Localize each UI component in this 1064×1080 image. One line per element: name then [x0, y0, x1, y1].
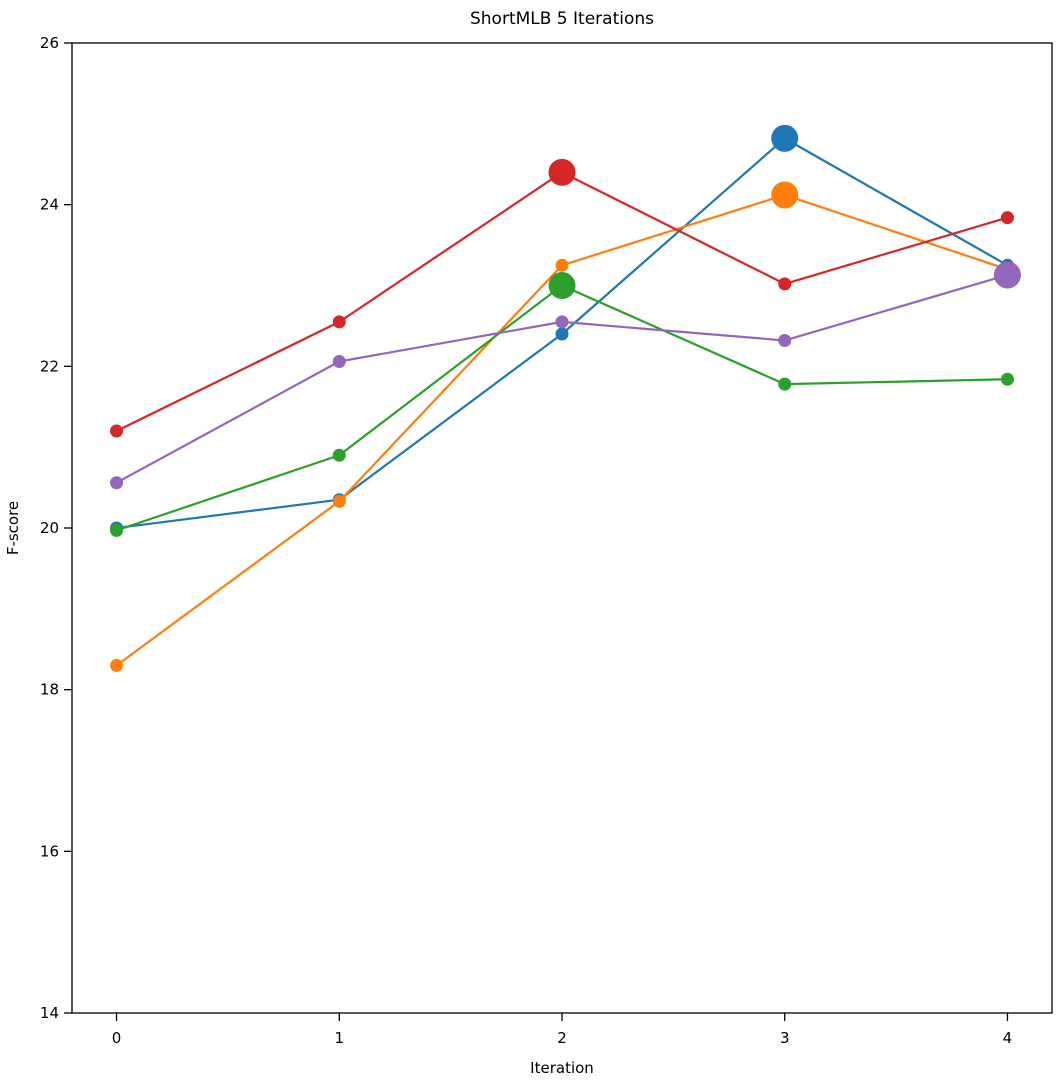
series-purple-marker	[332, 354, 346, 368]
series-red-line	[116, 171, 1008, 432]
series-purple-marker	[778, 333, 792, 347]
axes-frame	[71, 42, 1053, 1014]
series-green-marker	[1000, 372, 1014, 386]
series-orange-marker	[555, 258, 569, 272]
y-tick-label: 22	[40, 357, 59, 375]
x-tick-label: 4	[1003, 1029, 1013, 1047]
series-red-marker	[778, 277, 792, 291]
series-green-marker	[110, 523, 124, 537]
x-tick-label: 3	[780, 1029, 790, 1047]
series-blue-marker	[555, 327, 569, 341]
series-orange-marker	[110, 658, 124, 672]
y-tick-label: 24	[40, 196, 59, 214]
x-tick-label: 0	[112, 1029, 122, 1047]
series-green-max-marker	[548, 272, 576, 299]
series-purple-marker	[555, 315, 569, 329]
series-red-marker	[332, 315, 346, 329]
x-tick-label: 1	[334, 1029, 344, 1047]
series-red-max-marker	[548, 158, 576, 186]
series-green-marker	[332, 448, 346, 462]
y-tick-label: 18	[40, 681, 59, 699]
series-orange-max-marker	[771, 181, 799, 209]
series-purple-max-marker	[993, 261, 1021, 289]
x-tick-label: 2	[557, 1029, 567, 1047]
y-tick-label: 16	[40, 842, 59, 860]
chart-title: ShortMLB 5 Iterations	[469, 9, 654, 29]
y-axis-label: F-score	[4, 500, 22, 556]
series-orange-marker	[332, 494, 346, 508]
series-purple-line	[116, 273, 1008, 484]
series-green-marker	[778, 377, 792, 391]
y-tick-label: 20	[40, 519, 59, 537]
series-red-marker	[1000, 211, 1014, 225]
y-tick-label: 26	[40, 34, 59, 52]
series-red-marker	[110, 424, 124, 438]
y-tick-label: 14	[40, 1004, 59, 1022]
x-axis-label: Iteration	[530, 1059, 594, 1077]
series-purple-marker	[110, 476, 124, 490]
series-blue-max-marker	[771, 124, 799, 152]
